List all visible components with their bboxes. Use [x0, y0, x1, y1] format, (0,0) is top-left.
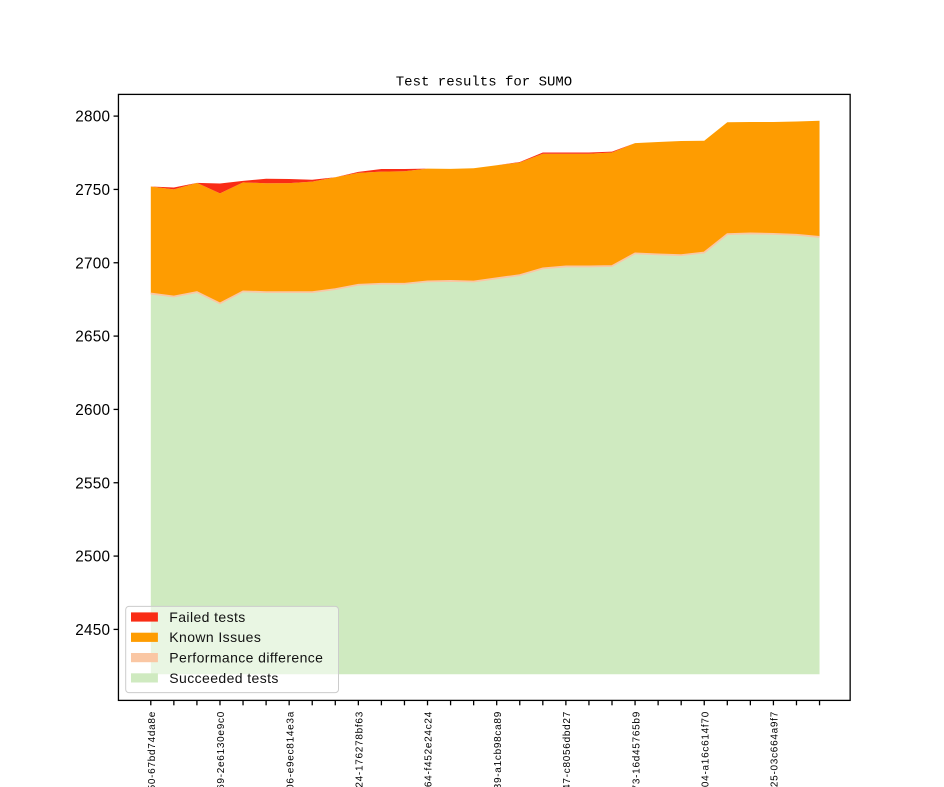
svg-text:1324-176278bf63: 1324-176278bf63 — [355, 711, 366, 787]
svg-text:Succeeded tests: Succeeded tests — [169, 670, 279, 686]
svg-text:1347-c8056dbd27: 1347-c8056dbd27 — [562, 711, 573, 787]
svg-text:1325-03c664a9f7: 1325-03c664a9f7 — [770, 711, 781, 787]
svg-text:Performance difference: Performance difference — [169, 650, 323, 666]
svg-text:1369-2e6130e9c0: 1369-2e6130e9c0 — [216, 711, 227, 787]
svg-text:1373-16d45765b9: 1373-16d45765b9 — [631, 711, 642, 787]
svg-text:2700: 2700 — [75, 255, 110, 272]
svg-text:1306-e9ec814e3a: 1306-e9ec814e3a — [285, 711, 296, 787]
svg-text:1364-f452e24c24: 1364-f452e24c24 — [424, 711, 435, 787]
svg-text:2600: 2600 — [75, 402, 110, 419]
svg-text:2750: 2750 — [75, 182, 110, 199]
svg-text:1304-a16c614f70: 1304-a16c614f70 — [700, 711, 711, 787]
svg-text:2550: 2550 — [75, 475, 110, 492]
svg-text:Known Issues: Known Issues — [169, 629, 261, 645]
svg-text:2450: 2450 — [75, 622, 110, 639]
svg-text:Test results for SUMO: Test results for SUMO — [396, 75, 572, 91]
svg-text:1350-67bd74da8e: 1350-67bd74da8e — [147, 711, 158, 787]
svg-text:Failed tests: Failed tests — [169, 609, 245, 625]
svg-text:2500: 2500 — [75, 549, 110, 566]
svg-text:1389-a1cb98ca89: 1389-a1cb98ca89 — [493, 711, 504, 787]
svg-text:2650: 2650 — [75, 329, 110, 346]
svg-text:2800: 2800 — [75, 109, 110, 126]
